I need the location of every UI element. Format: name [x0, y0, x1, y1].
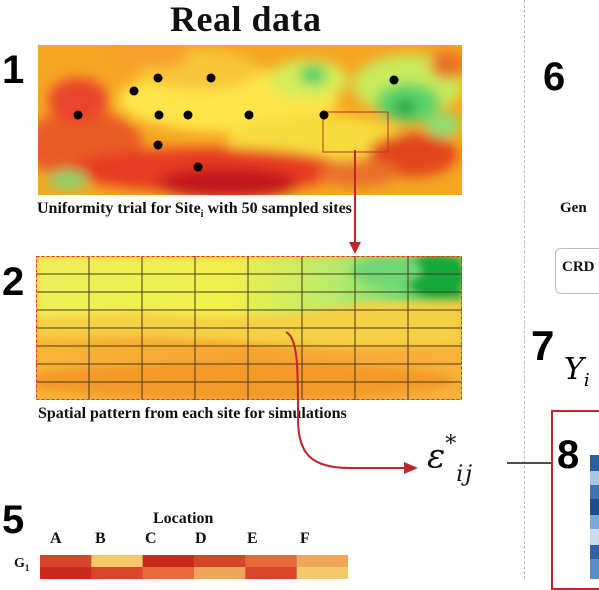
genotype-label-g1: G1 — [14, 556, 29, 573]
location-heat-cell — [245, 567, 298, 579]
spatial-pattern-grid — [36, 256, 462, 400]
epsilon-superscript: * — [445, 432, 457, 457]
page-title: Real data — [170, 0, 322, 39]
panel1-caption-pre: Uniformity trial for Site — [37, 200, 201, 217]
location-label-c: C — [145, 530, 157, 547]
epsilon-base: ε — [427, 436, 446, 477]
step-number-7: 7 — [531, 322, 555, 369]
location-heatmap-row — [40, 555, 348, 579]
location-heat-cell — [296, 567, 348, 579]
panel1-caption: Uniformity trial for Sitei with 50 sampl… — [37, 200, 352, 220]
epsilon-connector-line — [507, 462, 553, 464]
uniformity-trial-heatmap — [38, 45, 462, 195]
location-label-f: F — [300, 530, 310, 547]
epsilon-subscript: ij — [456, 462, 475, 488]
step-number-8: 8 — [557, 433, 580, 477]
y-subscript: i — [583, 370, 590, 391]
location-heat-cell — [194, 555, 246, 567]
panel1-caption-post: with 50 sampled sites — [203, 200, 352, 217]
gen-partial-text: Gen — [560, 200, 587, 216]
step-number-5: 5 — [2, 498, 25, 542]
location-heat-cell — [142, 567, 195, 579]
location-label-e: E — [247, 530, 258, 547]
panel2-caption: Spatial pattern from each site for simul… — [38, 405, 347, 422]
arrow-to-epsilon — [285, 331, 418, 474]
location-heat-cell — [245, 555, 298, 567]
location-heat-cell — [91, 567, 144, 579]
location-heat-cell — [296, 555, 348, 567]
location-heat-cell — [142, 555, 195, 567]
epsilon-symbol: ε* ij — [427, 432, 474, 487]
step-number-6: 6 — [543, 55, 566, 99]
location-heat-cell — [91, 555, 144, 567]
genotype-label-sub: 1 — [24, 562, 30, 573]
crd-box — [555, 248, 599, 294]
section-divider — [524, 0, 525, 579]
genotype-label-base: G — [14, 556, 25, 571]
location-label-a: A — [50, 530, 62, 547]
y-symbol: Yi — [564, 352, 590, 391]
arrow-panel1-to-panel2 — [349, 150, 361, 254]
location-heat-cell — [40, 567, 92, 579]
location-heat-cell — [40, 555, 92, 567]
crd-partial-text: CRD — [562, 259, 595, 275]
step-number-2: 2 — [2, 260, 25, 304]
y-base: Y — [564, 352, 584, 387]
location-label-b: B — [95, 530, 106, 547]
location-title: Location — [153, 510, 214, 527]
step-number-1: 1 — [2, 48, 25, 92]
panel1-caption-sub: i — [200, 209, 204, 221]
location-heat-cell — [194, 567, 246, 579]
location-label-d: D — [195, 530, 207, 547]
panel8-heatmap-strip — [590, 455, 599, 579]
